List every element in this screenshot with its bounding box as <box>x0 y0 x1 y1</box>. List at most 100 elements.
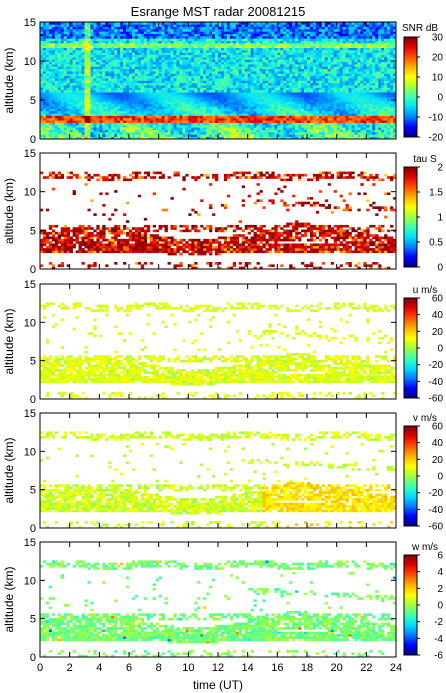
heatmap-cell <box>235 68 240 72</box>
heatmap-cell <box>203 122 207 126</box>
heatmap-cell <box>170 54 174 58</box>
heatmap-cell <box>238 47 243 51</box>
heatmap-cell <box>206 92 210 95</box>
heatmap-cell <box>75 127 79 130</box>
heatmap-cell <box>318 47 323 51</box>
heatmap-cell <box>271 127 275 130</box>
heatmap-cell <box>268 96 272 100</box>
heatmap-cell <box>333 82 337 86</box>
heatmap-cell <box>114 103 118 107</box>
heatmap-cell <box>197 64 201 67</box>
heatmap-cell <box>63 87 67 91</box>
heatmap-cell <box>262 101 266 105</box>
heatmap-cell <box>66 57 70 60</box>
heatmap-cell <box>197 50 201 53</box>
heatmap-cell <box>96 106 100 109</box>
heatmap-cell <box>96 24 100 27</box>
heatmap-cell <box>161 54 165 58</box>
heatmap-cell <box>158 122 162 126</box>
heatmap-cell <box>298 57 302 60</box>
heatmap-cell <box>54 64 59 67</box>
heatmap-cell <box>298 127 302 130</box>
heatmap-cell <box>253 87 257 91</box>
heatmap-cell <box>120 99 124 102</box>
heatmap-cell <box>66 22 70 25</box>
heatmap-cell <box>304 22 308 25</box>
heatmap-cell <box>75 31 79 34</box>
heatmap-cell <box>289 52 293 56</box>
heatmap-cell <box>238 89 243 93</box>
heatmap-cell <box>161 96 165 100</box>
heatmap-cell <box>274 61 278 65</box>
heatmap-cell <box>265 33 269 37</box>
heatmap-cell <box>197 110 201 114</box>
heatmap-cell <box>123 82 127 86</box>
heatmap-cell <box>188 47 192 51</box>
heatmap-cell <box>63 82 67 86</box>
heatmap-cell <box>152 115 156 119</box>
heatmap-cell <box>241 43 245 46</box>
heatmap-cell <box>48 122 53 126</box>
heatmap-cell <box>96 85 100 88</box>
heatmap-cell <box>155 113 159 116</box>
heatmap-cell <box>330 75 334 79</box>
heatmap-cell <box>206 82 210 86</box>
heatmap-cell <box>223 108 228 112</box>
heatmap-cell <box>283 45 287 49</box>
heatmap-cell <box>289 57 293 60</box>
heatmap-cell <box>60 136 65 139</box>
heatmap-cell <box>152 61 156 65</box>
heatmap-cell <box>298 87 302 91</box>
heatmap-cell <box>277 96 281 100</box>
heatmap-cell <box>179 110 183 114</box>
heatmap-cell <box>253 71 257 74</box>
heatmap-cell <box>235 29 240 32</box>
heatmap-cell <box>40 73 44 77</box>
heatmap-cell <box>259 92 263 95</box>
heatmap-cell <box>244 78 248 81</box>
heatmap-cell <box>99 87 103 91</box>
heatmap-cell <box>84 22 88 25</box>
heatmap-cell <box>256 134 260 137</box>
heatmap-cell <box>69 129 73 133</box>
heatmap-cell <box>140 54 145 58</box>
heatmap-cell <box>318 101 323 105</box>
heatmap-cell <box>149 117 154 121</box>
heatmap-cell <box>182 75 186 79</box>
heatmap-cell <box>99 36 103 39</box>
heatmap-cell <box>137 122 142 126</box>
heatmap-cell <box>40 131 44 135</box>
heatmap-cell <box>200 45 204 49</box>
heatmap-cell <box>48 52 53 56</box>
heatmap-cell <box>63 85 67 88</box>
heatmap-cell <box>84 136 88 139</box>
heatmap-cell <box>330 38 334 42</box>
heatmap-cell <box>298 40 302 44</box>
heatmap-cell <box>262 45 266 49</box>
heatmap-cell <box>229 106 234 109</box>
heatmap-cell <box>66 94 70 98</box>
heatmap-cell <box>298 80 302 84</box>
heatmap-cell <box>312 52 317 56</box>
heatmap-cell <box>126 113 130 116</box>
heatmap-cell <box>232 26 237 30</box>
heatmap-cell <box>265 31 269 34</box>
heatmap-cell <box>173 52 177 56</box>
heatmap-cell <box>105 92 109 95</box>
heatmap-cell <box>126 24 130 27</box>
heatmap-cell <box>206 106 210 109</box>
heatmap-cell <box>238 110 243 114</box>
heatmap-cell <box>280 131 284 135</box>
heatmap-cell <box>179 127 183 130</box>
heatmap-cell <box>167 73 171 77</box>
heatmap-cell <box>40 82 44 86</box>
heatmap-cell <box>63 89 67 93</box>
heatmap-cell <box>253 94 257 98</box>
heatmap-cell <box>84 43 88 46</box>
heatmap-cell <box>277 52 281 56</box>
heatmap-cell <box>262 78 266 81</box>
heatmap-cell <box>197 26 201 30</box>
heatmap-cell <box>289 36 293 39</box>
heatmap-cell <box>179 71 183 74</box>
heatmap-cell <box>170 124 174 128</box>
